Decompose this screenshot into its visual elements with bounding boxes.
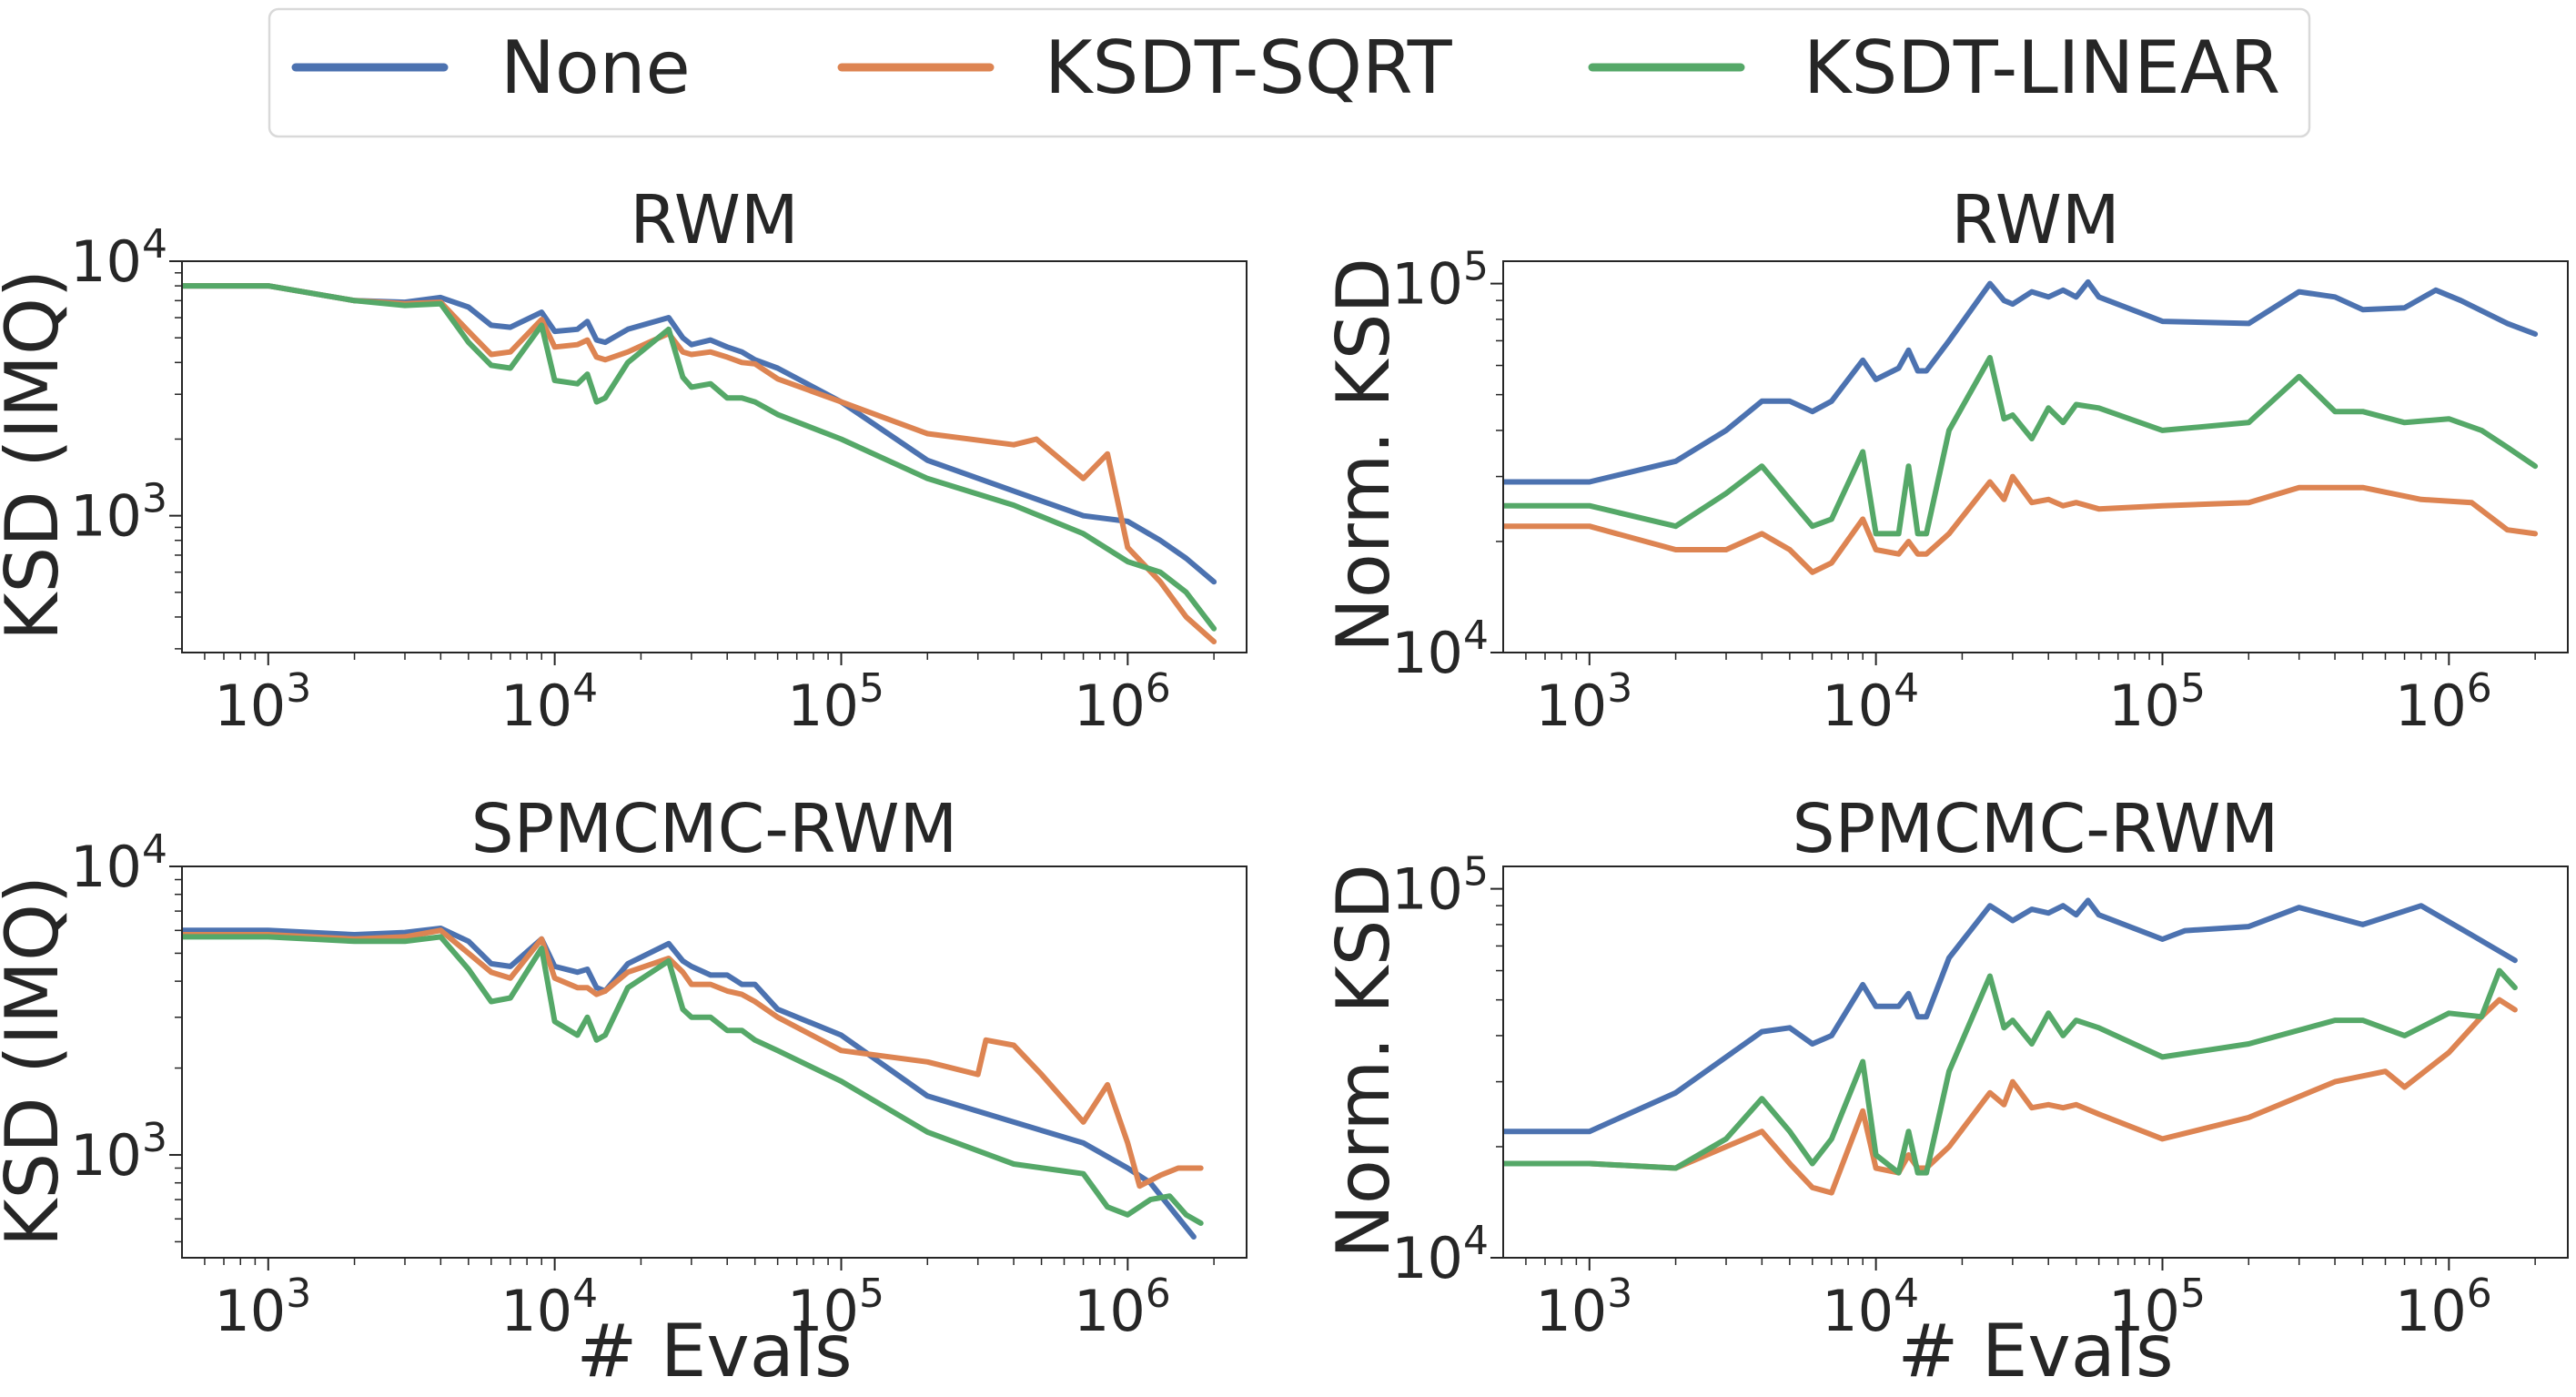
- legend-label-ksdt-linear: KSDT-LINEAR: [1803, 25, 2280, 110]
- series-line-sqrt: [182, 927, 1204, 1189]
- y-tick-label: 104: [70, 221, 167, 295]
- panel-title-bottom-right: SPMCMC-RWM: [1793, 790, 2279, 868]
- y-tick-label: 104: [70, 826, 167, 900]
- series-group: [1503, 278, 2539, 575]
- y-tick-label: 104: [1391, 1218, 1489, 1291]
- series-group: [182, 283, 1217, 644]
- series-line-linear: [182, 283, 1217, 632]
- x-tick-label: 104: [500, 665, 598, 739]
- y-axis-label-bottom-left: KSD (IMQ): [0, 876, 75, 1247]
- panel-title-bottom-left: SPMCMC-RWM: [471, 790, 958, 868]
- y-tick-label: 105: [1391, 849, 1489, 923]
- x-tick-label: 105: [2108, 665, 2206, 739]
- series-line-sqrt: [1503, 473, 2539, 575]
- plot-top-right: 103 104 105 106 104 105: [1391, 244, 2569, 739]
- x-tick-label: 105: [787, 1270, 884, 1344]
- plot-bottom-left: 103 104 105 106 103 104: [70, 826, 1248, 1344]
- series-line-none: [1503, 897, 2518, 1135]
- y-tick-label: 103: [70, 476, 167, 550]
- plot-bottom-right: 103 104 105 106 104 105: [1391, 849, 2569, 1344]
- series-line-none: [182, 926, 1197, 1240]
- series-line-linear: [1503, 355, 2539, 537]
- y-axis-label-bottom-right: Norm. KSD: [1321, 864, 1406, 1259]
- plot-top-left: 103 104 105 106 103 104: [70, 221, 1248, 739]
- x-tick-label: 103: [1535, 1270, 1632, 1344]
- x-tick-label: 106: [2395, 665, 2492, 739]
- x-axis-label-bottom-right: # Evals: [1897, 1309, 2173, 1393]
- legend-label-none: None: [500, 25, 691, 110]
- x-tick-label: 105: [787, 665, 884, 739]
- series-line-sqrt: [1503, 997, 2518, 1196]
- x-tick-label: 106: [2395, 1270, 2492, 1344]
- x-axis-label-bottom-left: # Evals: [576, 1309, 852, 1393]
- y-tick-label: 104: [1391, 612, 1489, 686]
- x-tick-label: 104: [500, 1270, 598, 1344]
- x-tick-label: 104: [1822, 1270, 1919, 1344]
- series-line-linear: [182, 934, 1204, 1226]
- series-line-sqrt: [182, 283, 1217, 644]
- y-tick-label: 103: [70, 1115, 167, 1189]
- legend-label-ksdt-sqrt: KSDT-SQRT: [1045, 25, 1453, 110]
- plot-frame: [1502, 260, 2569, 653]
- panel-title-top-left: RWM: [630, 181, 798, 259]
- series-group: [182, 926, 1204, 1240]
- x-tick-label: 105: [2108, 1270, 2206, 1344]
- x-tick-label: 103: [214, 665, 311, 739]
- panel-title-top-right: RWM: [1951, 181, 2119, 259]
- x-tick-label: 104: [1822, 665, 1919, 739]
- plot-frame: [181, 260, 1248, 653]
- x-tick-label: 106: [1074, 1270, 1171, 1344]
- y-axis-label-top-left: KSD (IMQ): [0, 269, 75, 641]
- x-tick-label: 103: [1535, 665, 1632, 739]
- series-line-none: [182, 283, 1217, 585]
- y-axis-label-top-right: Norm. KSD: [1321, 258, 1406, 653]
- series-line-none: [1503, 278, 2539, 485]
- y-tick-label: 105: [1391, 244, 1489, 318]
- legend-frame: [268, 7, 2311, 138]
- x-tick-label: 103: [214, 1270, 311, 1344]
- x-tick-label: 106: [1074, 665, 1171, 739]
- plot-frame: [181, 866, 1248, 1259]
- plot-frame: [1502, 866, 2569, 1259]
- legend: None KSDT-SQRT KSDT-LINEAR: [268, 7, 2311, 138]
- series-group: [1503, 897, 2518, 1196]
- series-line-linear: [1503, 967, 2518, 1176]
